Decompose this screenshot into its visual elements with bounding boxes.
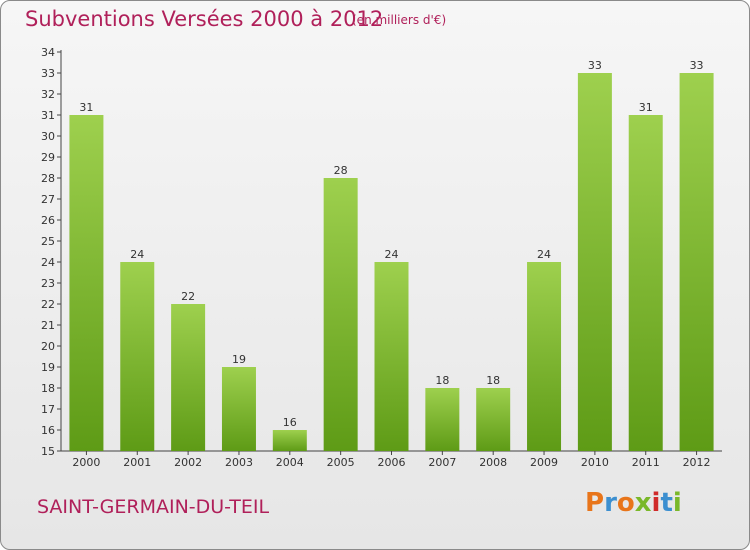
bar <box>120 262 155 451</box>
logo-letter: x <box>634 488 652 518</box>
y-tick-label: 22 <box>41 298 55 311</box>
y-tick-label: 26 <box>41 214 55 227</box>
bar-value-label: 16 <box>283 416 297 429</box>
y-tick-label: 34 <box>41 46 55 59</box>
y-tick-label: 32 <box>41 88 55 101</box>
y-tick-label: 17 <box>41 403 55 416</box>
bar-value-label: 24 <box>385 248 399 261</box>
y-tick-label: 25 <box>41 235 55 248</box>
bar-value-label: 22 <box>181 290 195 303</box>
x-tick-label: 2006 <box>378 456 406 469</box>
chart-subtitle: (en milliers d'€) <box>352 13 447 27</box>
logo-letter: P <box>585 488 605 518</box>
logo-letter: o <box>616 488 635 518</box>
y-tick-label: 30 <box>41 130 55 143</box>
x-tick-label: 2002 <box>174 456 202 469</box>
x-tick-label: 2000 <box>72 456 100 469</box>
bar <box>577 73 612 451</box>
logo-letter: i <box>672 488 682 518</box>
bar-value-label: 28 <box>334 164 348 177</box>
bar-value-label: 31 <box>639 101 653 114</box>
bar <box>221 367 256 451</box>
logo-letter: i <box>651 488 661 518</box>
bar <box>171 304 206 451</box>
y-tick-label: 31 <box>41 109 55 122</box>
y-tick-label: 20 <box>41 340 55 353</box>
x-tick-label: 2011 <box>632 456 660 469</box>
y-tick-label: 29 <box>41 151 55 164</box>
x-tick-label: 2007 <box>428 456 456 469</box>
bar <box>425 388 460 451</box>
bar-value-label: 18 <box>486 374 500 387</box>
y-tick-label: 33 <box>41 67 55 80</box>
x-tick-label: 2005 <box>327 456 355 469</box>
logo-letter: r <box>604 488 617 518</box>
bar-value-label: 24 <box>537 248 551 261</box>
y-tick-label: 19 <box>41 361 55 374</box>
bar <box>476 388 511 451</box>
x-tick-label: 2008 <box>479 456 507 469</box>
bar <box>679 73 714 451</box>
bar <box>323 178 358 451</box>
y-tick-label: 24 <box>41 256 55 269</box>
x-tick-label: 2009 <box>530 456 558 469</box>
y-tick-label: 27 <box>41 193 55 206</box>
x-tick-label: 2004 <box>276 456 304 469</box>
y-tick-label: 28 <box>41 172 55 185</box>
bar <box>527 262 562 451</box>
y-tick-label: 18 <box>41 382 55 395</box>
logo-letter: t <box>660 488 673 518</box>
x-tick-label: 2010 <box>581 456 609 469</box>
proxiti-logo: Proxiti <box>585 488 682 518</box>
bar-value-label: 33 <box>690 59 704 72</box>
bar-value-label: 18 <box>435 374 449 387</box>
bar <box>69 115 104 451</box>
bar-value-label: 19 <box>232 353 246 366</box>
y-tick-label: 23 <box>41 277 55 290</box>
bar <box>272 430 307 451</box>
chart-title: Subventions Versées 2000 à 2012 <box>25 7 384 31</box>
bar-value-label: 33 <box>588 59 602 72</box>
y-tick-label: 15 <box>41 445 55 458</box>
x-tick-label: 2012 <box>683 456 711 469</box>
commune-name: SAINT-GERMAIN-DU-TEIL <box>37 496 270 518</box>
bar-value-label: 31 <box>79 101 93 114</box>
y-tick-label: 21 <box>41 319 55 332</box>
bar <box>374 262 409 451</box>
y-tick-label: 16 <box>41 424 55 437</box>
x-tick-label: 2003 <box>225 456 253 469</box>
bar-value-label: 24 <box>130 248 144 261</box>
x-tick-label: 2001 <box>123 456 151 469</box>
bar <box>628 115 663 451</box>
